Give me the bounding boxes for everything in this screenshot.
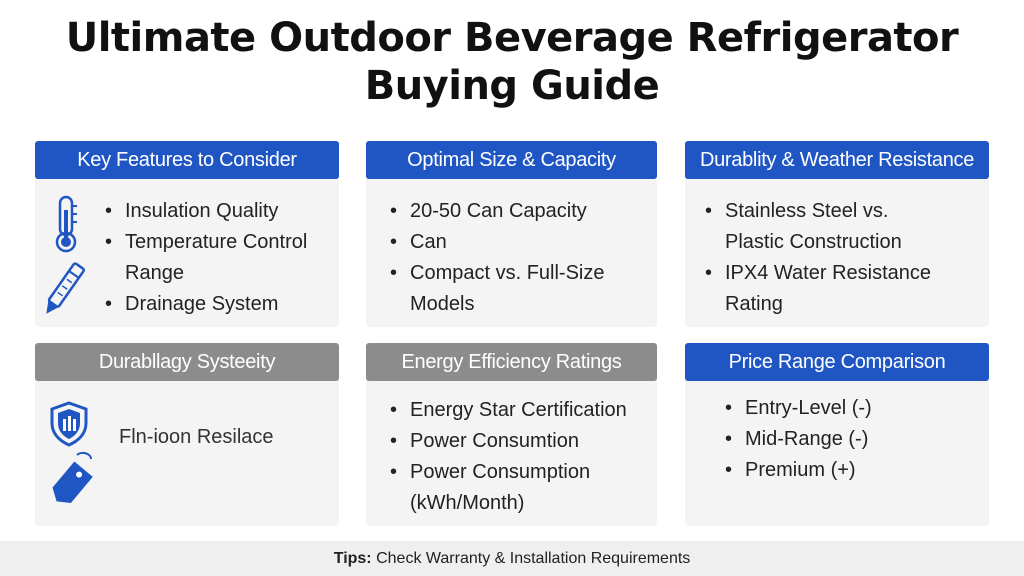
list-item: (kWh/Month)	[410, 492, 525, 514]
price-tag-icon	[47, 449, 97, 514]
list-item: Power Consumtion	[386, 426, 627, 457]
resistance-text: Fln-ioon Resilace	[119, 426, 274, 448]
list-item: Mid-Range (-)	[721, 424, 872, 455]
list-item: Plastic Construction	[725, 231, 902, 253]
list-item: Range	[125, 262, 184, 284]
shield-icon	[49, 401, 89, 452]
tips-label: Tips:	[333, 550, 372, 567]
list-item: Entry-Level (-)	[721, 393, 872, 424]
tips-text: Check Warranty & Installation Requiremen…	[371, 550, 691, 567]
card-header: Price Range Comparison	[685, 343, 989, 381]
card-header: Durabllagy Systeeity	[35, 343, 339, 381]
durability-list: Stainless Steel vs. Plastic Construction…	[701, 196, 931, 320]
card-energy-efficiency: Energy Efficiency Ratings Energy Star Ce…	[366, 343, 657, 526]
page-title: Ultimate Outdoor Beverage Refrigerator B…	[0, 14, 1024, 110]
capacity-list: 20-50 Can Capacity Can Compact vs. Full-…	[386, 196, 605, 320]
list-item: Premium (+)	[721, 455, 872, 486]
list-item: Can	[386, 227, 605, 258]
title-line-2: Buying Guide	[364, 63, 660, 109]
list-item: Drainage System	[101, 289, 307, 320]
list-item: Rating	[725, 293, 783, 315]
thermometer-icon	[51, 194, 81, 259]
tips-bar: Tips: Check Warranty & Installation Requ…	[0, 541, 1024, 576]
price-list: Entry-Level (-) Mid-Range (-) Premium (+…	[721, 393, 872, 486]
card-key-features: Key Features to Consider Insulation Qual…	[35, 141, 339, 327]
card-header: Key Features to Consider	[35, 141, 339, 179]
card-size-capacity: Optimal Size & Capacity 20-50 Can Capaci…	[366, 141, 657, 327]
title-line-1: Ultimate Outdoor Beverage Refrigerator	[65, 15, 959, 61]
card-durability-weather: Durablity & Weather Resistance Stainless…	[685, 141, 989, 327]
card-durability-system: Durabllagy Systeeity Fln-ioon Resilace	[35, 343, 339, 526]
list-item: Compact vs. Full-Size	[386, 258, 605, 289]
energy-list: Energy Star Certification Power Consumti…	[386, 395, 627, 519]
card-header: Durablity & Weather Resistance	[685, 141, 989, 179]
list-item: Stainless Steel vs.	[701, 196, 931, 227]
list-item: Models	[410, 293, 475, 315]
list-item: Power Consumption	[386, 457, 627, 488]
card-header: Energy Efficiency Ratings	[366, 343, 657, 381]
pen-icon	[41, 259, 86, 326]
card-header: Optimal Size & Capacity	[366, 141, 657, 179]
list-item: Insulation Quality	[101, 196, 307, 227]
card-price-range: Price Range Comparison Entry-Level (-) M…	[685, 343, 989, 526]
list-item: Temperature Control	[101, 227, 307, 258]
list-item: 20-50 Can Capacity	[386, 196, 605, 227]
list-item: Energy Star Certification	[386, 395, 627, 426]
list-item: IPX4 Water Resistance	[701, 258, 931, 289]
feature-list: Insulation Quality Temperature Control R…	[101, 196, 307, 320]
